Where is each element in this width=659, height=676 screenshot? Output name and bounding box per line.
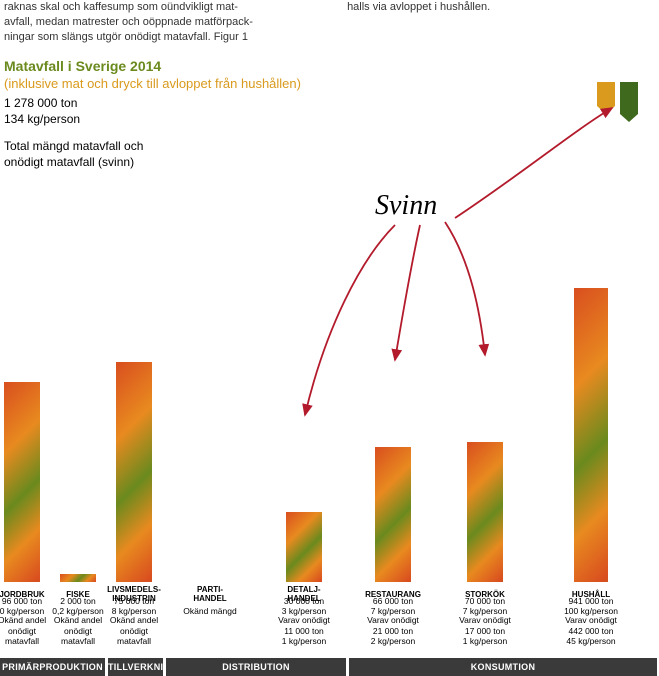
caption-line1: Total mängd matavfall och <box>4 139 143 153</box>
intro-left: raknas skal och kaffesump som oündviklig… <box>4 0 304 45</box>
title-main: Matavfall i Sverige 2014 <box>4 58 301 74</box>
bar-rect-jordbruk <box>4 382 40 582</box>
caption-line2: onödigt matavfall (svinn) <box>4 155 134 169</box>
footer-seg: KONSUMTION <box>349 658 657 676</box>
bar-rect-hushall <box>574 288 608 582</box>
bar-jordbruk: JORDBRUK96 000 ton 0 kg/personOkänd ande… <box>0 288 44 658</box>
bar-line2-fiske: Okänd andel onödigt matavfall <box>54 615 102 646</box>
bar-line2-jordbruk: Okänd andel onödigt matavfall <box>0 615 46 646</box>
ribbon-1 <box>597 82 615 106</box>
svinn-label: Svinn <box>375 190 437 222</box>
bar-line2-hushall: Varav onödigt 442 000 ton 45 kg/person <box>565 615 617 646</box>
bar-chart: JORDBRUK96 000 ton 0 kg/personOkänd ande… <box>0 288 659 658</box>
bar-line1-detalj: 30 000 ton 3 kg/person <box>282 596 326 616</box>
title-subtitle: (inklusive mat och dryck till avloppet f… <box>4 76 301 91</box>
bar-line2-storkok: Varav onödigt 17 000 ton 1 kg/person <box>459 615 511 646</box>
footer-seg: PRIMÄRPRODUKTION <box>0 658 105 676</box>
bar-livsmedel: LIVSMEDELS- INDUSTRIN75 000 ton 8 kg/per… <box>112 288 156 658</box>
bar-rect-restaurang <box>375 447 411 582</box>
footer-categories: PRIMÄRPRODUKTIONTILLVERKNINGDISTRIBUTION… <box>0 658 659 676</box>
footer-seg: TILLVERKNING <box>108 658 163 676</box>
bar-rect-storkok <box>467 442 503 582</box>
bar-fiske: FISKE2 000 ton 0,2 kg/personOkänd andel … <box>56 288 100 658</box>
bar-rect-livsmedel <box>116 362 152 582</box>
bar-line1-fiske: 2 000 ton 0,2 kg/person <box>52 596 104 616</box>
bar-line2-livsmedel: Okänd andel onödigt matavfall <box>110 615 158 646</box>
intro-right: halls via avloppet i hushållen. <box>347 0 567 15</box>
bar-line1-parti: Okänd mängd <box>183 606 236 616</box>
bar-line1-restaurang: 66 000 ton 7 kg/person <box>371 596 415 616</box>
intro-text: raknas skal och kaffesump som oündviklig… <box>4 0 654 45</box>
bar-storkok: STORKÖK70 000 ton 7 kg/personVarav onödi… <box>450 288 520 658</box>
ribbon-2 <box>620 82 638 114</box>
bar-parti: PARTI- HANDEL Okänd mängd <box>175 288 245 658</box>
bar-line1-storkok: 70 000 ton 7 kg/person <box>463 596 507 616</box>
footer-seg: DISTRIBUTION <box>166 658 346 676</box>
bar-detalj: DETALJ- HANDEL30 000 ton 3 kg/personVara… <box>269 288 339 658</box>
bar-line2-restaurang: Varav onödigt 21 000 ton 2 kg/person <box>367 615 419 646</box>
caption: Total mängd matavfall och onödigt matavf… <box>4 138 143 170</box>
total-tons: 1 278 000 ton <box>4 95 301 111</box>
bar-line2-detalj: Varav onödigt 11 000 ton 1 kg/person <box>278 615 330 646</box>
bar-rect-detalj <box>286 512 322 582</box>
bar-restaurang: RESTAURANG66 000 ton 7 kg/personVarav on… <box>358 288 428 658</box>
bar-label-parti: PARTI- HANDEL <box>193 586 226 604</box>
bar-hushall: HUSHÅLL941 000 ton 100 kg/personVarav on… <box>542 288 640 658</box>
bar-line1-hushall: 941 000 ton 100 kg/person <box>564 596 618 616</box>
title-block: Matavfall i Sverige 2014 (inklusive mat … <box>4 58 301 127</box>
total-per-person: 134 kg/person <box>4 111 301 127</box>
bar-line1-jordbruk: 96 000 ton 0 kg/person <box>0 596 44 616</box>
bar-rect-fiske <box>60 574 96 582</box>
bar-line1-livsmedel: 75 000 ton 8 kg/person <box>112 596 156 616</box>
